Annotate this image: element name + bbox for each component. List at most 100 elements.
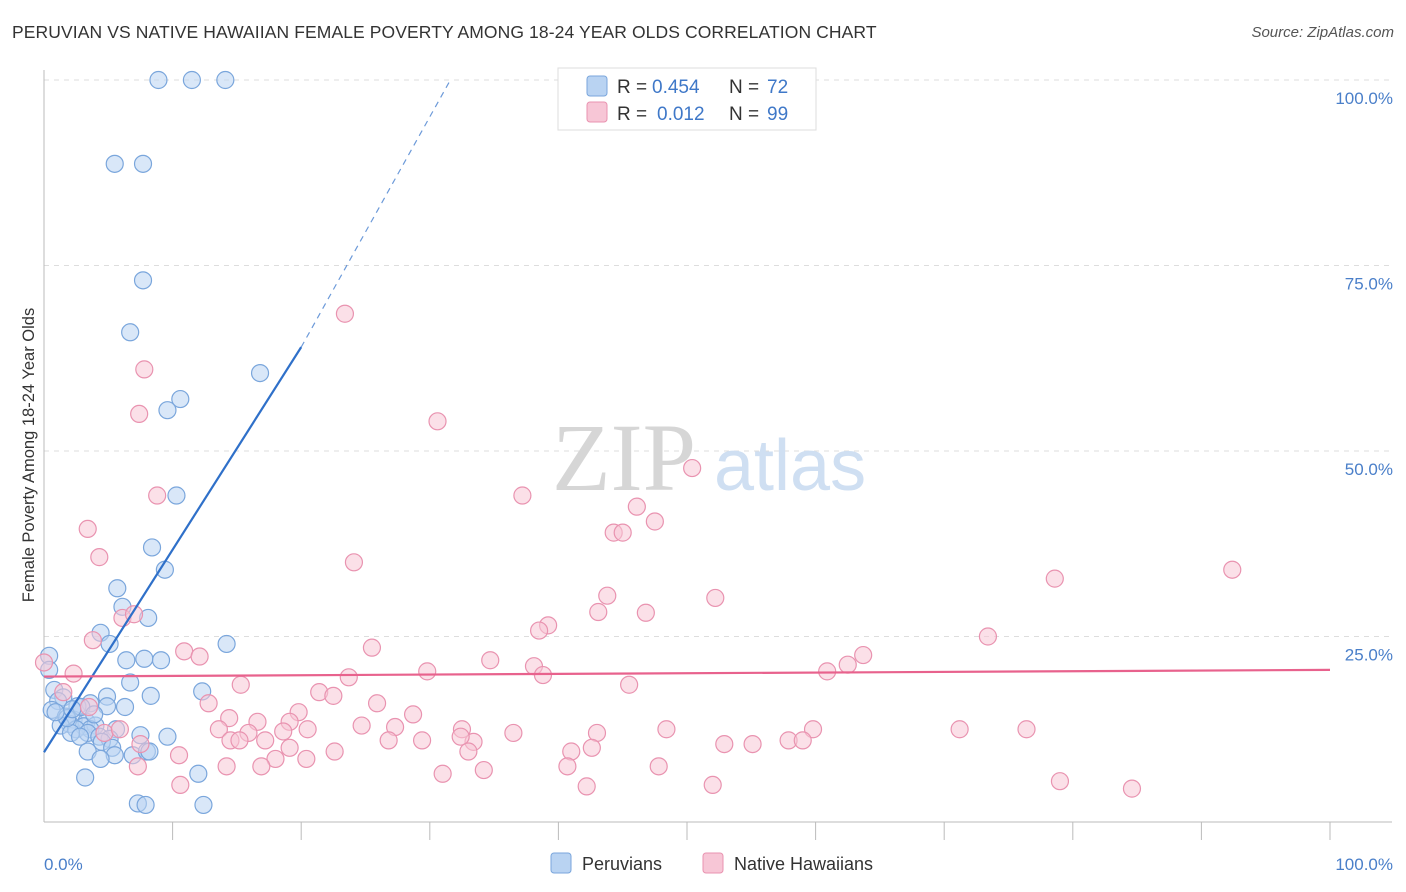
bottom-legend-swatch-native-hawaiians bbox=[702, 852, 724, 874]
peruvian-point-34 bbox=[115, 697, 135, 717]
peruvian-point-3 bbox=[105, 154, 124, 173]
native-hawaiian-point-23 bbox=[530, 621, 549, 640]
native-hawaiian-point-8 bbox=[645, 512, 664, 531]
bottom-legend-label-peruvians: Peruvians bbox=[582, 854, 662, 874]
peruvian-point-10 bbox=[167, 486, 186, 505]
bottom-legend-label-native-hawaiians: Native Hawaiians bbox=[734, 854, 873, 874]
native-hawaiian-point-88 bbox=[128, 757, 147, 776]
native-hawaiian-point-17 bbox=[706, 588, 725, 608]
native-hawaiian-point-91 bbox=[433, 764, 452, 783]
native-hawaiian-point-18 bbox=[589, 602, 608, 622]
x-tick-label-1: 100.0% bbox=[1335, 855, 1393, 874]
native-hawaiian-point-12 bbox=[90, 548, 109, 567]
native-hawaiian-point-76 bbox=[459, 742, 478, 761]
trend-lines bbox=[43, 79, 1331, 753]
native-hawaiian-point-29 bbox=[854, 645, 873, 665]
legend-n-value-2: 99 bbox=[767, 104, 788, 125]
native-hawaiian-point-24 bbox=[978, 627, 998, 646]
peruvian-point-1 bbox=[182, 70, 201, 90]
native-hawaiian-point-0 bbox=[335, 304, 355, 323]
native-hawaiian-point-45 bbox=[199, 694, 218, 713]
native-hawaiian-point-51 bbox=[352, 716, 371, 735]
native-hawaiian-point-36 bbox=[339, 668, 358, 687]
peruvian-point-9 bbox=[158, 401, 177, 420]
native-hawaiian-point-94 bbox=[577, 777, 596, 796]
peruvian-point-65 bbox=[91, 749, 110, 769]
legend-swatch-pink bbox=[586, 101, 608, 123]
native-hawaiian-point-79 bbox=[715, 734, 734, 754]
native-hawaiian-point-15 bbox=[1045, 569, 1064, 588]
x-axis-ticks bbox=[172, 822, 1331, 840]
native-hawaiian-point-43 bbox=[367, 694, 387, 713]
native-hawaiian-point-83 bbox=[169, 746, 189, 765]
y-tick-label-0: 25.0% bbox=[1345, 646, 1393, 665]
native-hawaiian-point-67 bbox=[230, 731, 249, 750]
native-hawaiian-point-27 bbox=[190, 647, 209, 666]
native-hawaiian-point-97 bbox=[1122, 779, 1142, 798]
peruvian-point-58 bbox=[46, 703, 65, 722]
native-hawaiian-point-93 bbox=[171, 775, 190, 795]
native-hawaiian-point-63 bbox=[803, 720, 823, 739]
stats-legend: R = 0.454 N = 72 R = 0.012 N = 99 bbox=[557, 67, 817, 131]
native-hawaiian-point-62 bbox=[657, 720, 676, 739]
legend-n-label-2: N = bbox=[729, 104, 759, 125]
native-hawaiian-point-90 bbox=[558, 757, 577, 776]
peruvian-point-20 bbox=[117, 651, 136, 670]
native-hawaiian-point-26 bbox=[175, 642, 194, 661]
native-hawaiian-point-25 bbox=[83, 631, 102, 650]
peruvian-point-13 bbox=[108, 579, 127, 598]
peruvian-point-24 bbox=[121, 673, 140, 692]
native-hawaiian-point-4 bbox=[683, 458, 702, 478]
legend-r-label-1: R = bbox=[617, 77, 647, 98]
native-hawaiian-point-55 bbox=[274, 722, 293, 741]
native-hawaiian-point-13 bbox=[344, 553, 364, 572]
native-hawaiian-point-75 bbox=[325, 742, 344, 761]
native-hawaiian-point-74 bbox=[280, 738, 299, 757]
peruvian-point-33 bbox=[97, 697, 117, 716]
native-hawaiian-point-65 bbox=[1017, 720, 1036, 739]
native-hawaiian-point-38 bbox=[54, 683, 73, 702]
native-hawaiian-point-16 bbox=[598, 586, 617, 605]
native-hawaiian-point-42 bbox=[324, 686, 343, 705]
native-hawaiian-point-82 bbox=[793, 731, 812, 750]
peruvian-point-5 bbox=[133, 271, 153, 290]
native-hawaiian-point-85 bbox=[252, 757, 271, 776]
native-hawaiian-point-40 bbox=[620, 675, 639, 694]
peruvian-point-0 bbox=[149, 70, 168, 90]
legend-r-value-1: 0.454 bbox=[652, 77, 700, 98]
native-hawaiian-point-95 bbox=[703, 775, 722, 795]
data-points bbox=[34, 70, 1242, 815]
peruvian-point-4 bbox=[133, 154, 153, 173]
y-tick-label-3: 100.0% bbox=[1335, 89, 1393, 108]
peruvian-point-2 bbox=[216, 70, 235, 90]
y-tick-label-1: 50.0% bbox=[1345, 460, 1393, 479]
native-hawaiian-point-2 bbox=[130, 404, 149, 423]
peruvian-point-6 bbox=[121, 323, 140, 342]
peruvian-point-18 bbox=[217, 634, 236, 654]
peruvian-point-11 bbox=[142, 538, 162, 557]
native-hawaiian-point-5 bbox=[148, 486, 167, 505]
native-hawaiian-point-72 bbox=[451, 727, 470, 746]
peruvian-point-52 bbox=[158, 727, 177, 746]
native-hawaiian-point-1 bbox=[135, 360, 154, 379]
native-hawaiian-point-33 bbox=[418, 662, 437, 681]
native-hawaiian-point-9 bbox=[78, 519, 97, 539]
y-axis-label: Female Poverty Among 18-24 Year Olds bbox=[20, 308, 38, 602]
legend-swatch-blue bbox=[586, 75, 608, 97]
x-tick-labels: 0.0% 100.0% bbox=[44, 855, 1393, 874]
gridlines bbox=[44, 79, 1392, 637]
source-label: Source: ZipAtlas.com bbox=[1251, 24, 1394, 41]
native-hawaiian-point-73 bbox=[131, 734, 150, 754]
native-hawaiian-point-37 bbox=[231, 675, 250, 694]
peruvian-point-69 bbox=[136, 795, 155, 815]
peruvian-point-70 bbox=[194, 795, 213, 815]
native-hawaiian-point-30 bbox=[481, 651, 500, 670]
peruvian-point-67 bbox=[189, 764, 208, 783]
watermark-atlas: atlas bbox=[714, 426, 866, 506]
native-hawaiian-point-7 bbox=[627, 497, 646, 516]
native-hawaiian-point-92 bbox=[474, 760, 493, 780]
series-legend: Peruvians Native Hawaiians bbox=[550, 852, 873, 874]
native-hawaiian-point-48 bbox=[220, 709, 239, 728]
native-hawaiian-point-57 bbox=[110, 720, 129, 739]
